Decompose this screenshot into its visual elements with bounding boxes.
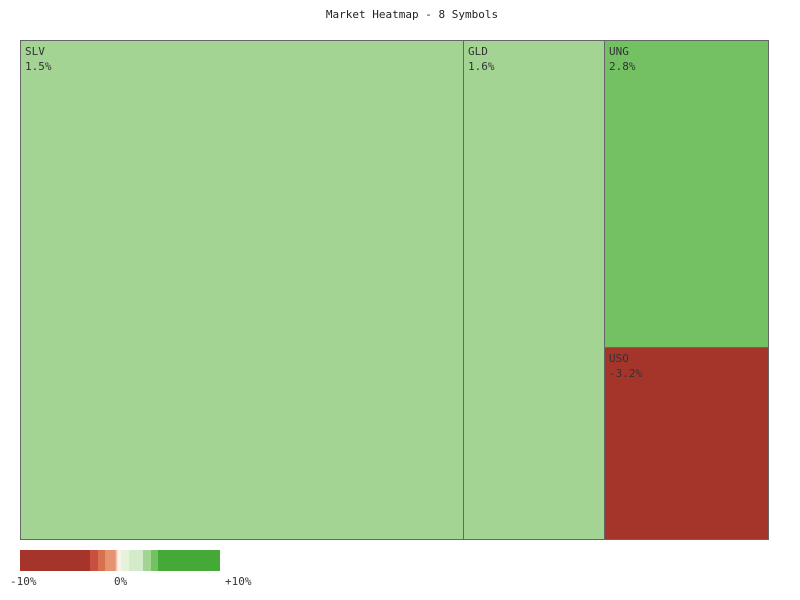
legend-max-label: +10% [225,575,252,588]
legend-band [115,550,118,571]
legend-band [118,550,121,571]
tile-change: 1.6% [468,60,495,73]
tile-slv[interactable]: SLV 1.5% [20,40,464,540]
legend-band [90,550,98,571]
color-scale-legend [20,550,220,571]
legend-band [105,550,115,571]
tile-change: 1.5% [25,60,52,73]
tile-symbol: USO [609,352,629,365]
tile-ung[interactable]: UNG 2.8% [604,40,769,348]
tile-change: -3.2% [609,367,643,380]
tile-uso[interactable]: USO -3.2% [604,347,769,540]
tile-symbol: SLV [25,45,45,58]
legend-mid-label: 0% [114,575,128,588]
legend-band [121,550,129,571]
legend-band [20,550,90,571]
tile-change: 2.8% [609,60,636,73]
tile-symbol: GLD [468,45,488,58]
chart-title: Market Heatmap - 8 Symbols [325,8,499,21]
legend-band [158,550,220,571]
legend-min-label: -10% [10,575,37,588]
treemap: SLV 1.5% GLD 1.6% UNG 2.8% USO -3.2% [20,40,769,540]
tile-gld[interactable]: GLD 1.6% [463,40,605,540]
legend-band [151,550,158,571]
tile-symbol: UNG [609,45,629,58]
legend-band [129,550,143,571]
legend-band [98,550,105,571]
legend-band [143,550,151,571]
